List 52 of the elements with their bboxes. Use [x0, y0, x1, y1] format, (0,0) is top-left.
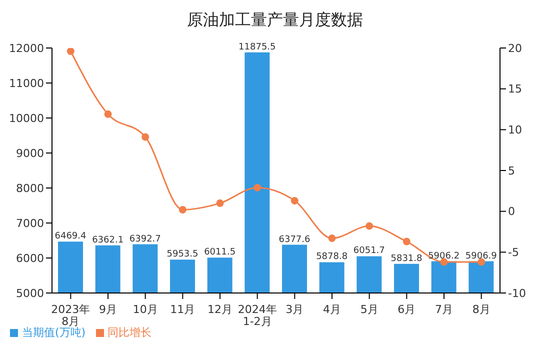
x-tick-label: 6月 [398, 303, 416, 316]
legend-label: 同比增长 [108, 326, 152, 339]
data-label: 6051.7 [353, 246, 385, 256]
point [254, 184, 262, 192]
y-tick-label: 12000 [9, 42, 44, 55]
y2-tick-label: 0 [508, 205, 515, 218]
point [328, 234, 336, 242]
x-tick-label: 7月 [435, 303, 453, 316]
point [290, 196, 298, 204]
data-label: 5831.8 [390, 254, 423, 264]
x-tick-label: 12月 [208, 303, 232, 316]
point [402, 238, 410, 246]
x-tick-label: 10月 [132, 303, 158, 316]
point [142, 133, 150, 141]
y2-tick-label: -5 [508, 246, 519, 260]
x-tick-label: 4月 [323, 303, 341, 316]
data-label: 6011.5 [204, 248, 236, 258]
point [104, 110, 112, 118]
point [178, 206, 186, 214]
data-label: 6469.4 [54, 232, 87, 242]
x-tick-label: 3月 [286, 303, 304, 316]
x-tick-label: 8月 [472, 303, 490, 316]
y2-tick-label: 5 [508, 164, 515, 178]
data-label: 6377.6 [278, 234, 311, 245]
x-tick-label: 11月 [170, 303, 196, 316]
y-tick-label: 6000 [16, 252, 44, 265]
point [66, 48, 74, 56]
x-tick-label: 9月 [99, 303, 117, 316]
data-label: 6362.1 [92, 235, 124, 246]
data-label: 5953.5 [166, 250, 198, 260]
x-tick-label: 5月 [360, 303, 378, 316]
y2-tick-label: 15 [508, 82, 522, 96]
y2-tick-label: 20 [508, 42, 522, 55]
data-label: 11875.5 [238, 42, 276, 52]
y2-tick-label: -10 [508, 286, 526, 300]
y-tick-label: 9000 [16, 146, 44, 160]
data-label: 5906.2 [428, 251, 460, 262]
data-label: 5906.9 [465, 251, 498, 262]
legend-label: 当期值(万吨) [22, 326, 86, 339]
chart-title: 原油加工量产量月度数据 [186, 10, 364, 31]
y2-tick-label: 10 [508, 124, 522, 137]
point [216, 199, 224, 207]
data-label: 5878.8 [316, 252, 348, 262]
point [366, 222, 374, 230]
y-tick-label: 5000 [16, 286, 44, 300]
y-tick-label: 7000 [16, 216, 44, 230]
data-label: 6392.7 [129, 234, 161, 244]
y-tick-label: 10000 [9, 112, 44, 125]
x-tick-label: 2024年 1-2月 [238, 303, 277, 328]
y-tick-label: 11000 [9, 76, 44, 90]
y-tick-label: 8000 [16, 182, 44, 195]
x-tick-label: 2023年 8月 [51, 303, 90, 328]
